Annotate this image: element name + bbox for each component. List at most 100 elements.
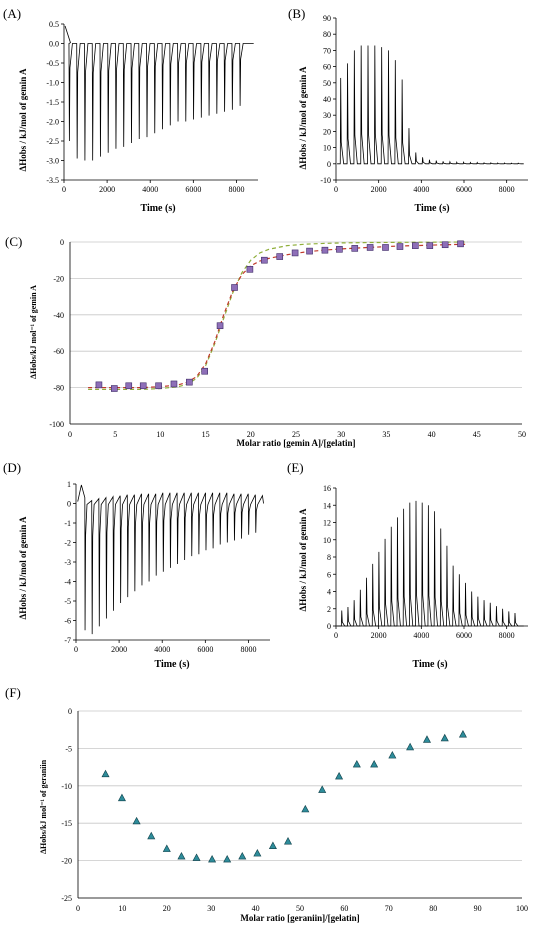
data-point — [321, 246, 329, 254]
panel-f-xlabel: Molar ratio [geraniin]/[gelatin] — [240, 913, 359, 923]
data-point — [306, 247, 313, 255]
data-point — [101, 769, 110, 778]
y-tick-label: -15 — [61, 819, 72, 828]
panel-d-plot: 0 2000 4000 6000 8000 1 0 -1 -2 -3 -4 -5 -6 -7 — [64, 480, 270, 654]
y-tick-label: -7 — [64, 636, 71, 645]
x-tick-label: 0 — [334, 631, 338, 640]
data-point — [366, 244, 374, 251]
data-point — [216, 322, 224, 330]
panel-a-label: (A) — [3, 6, 21, 21]
y-tick-label: 0 — [67, 500, 71, 509]
x-tick-label: 70 — [385, 904, 393, 913]
x-tick-label: 0 — [76, 904, 80, 913]
x-tick-label: 2000 — [371, 185, 387, 194]
y-tick-label: 16 — [323, 484, 331, 493]
y-tick-label: 10 — [323, 144, 331, 153]
x-tick-label: 10 — [118, 904, 126, 913]
y-tick-label: -2.0 — [46, 118, 59, 127]
data-point — [231, 284, 238, 291]
data-point — [253, 848, 262, 857]
y-tick-label: -2 — [64, 539, 71, 548]
panel-d-ylabel: ΔHobs / kJ/mol of gemin A — [18, 516, 28, 619]
x-tick-label: 4000 — [142, 185, 158, 194]
data-point — [370, 759, 379, 768]
fit-curve — [88, 241, 468, 391]
panel-e: (E) ΔHobs / kJ/mol of gemin A Time (s) 0… — [287, 460, 528, 670]
x-tick-label: 2000 — [99, 185, 115, 194]
y-tick-label: 80 — [323, 30, 331, 39]
data-point — [110, 385, 118, 392]
y-tick-label: 90 — [323, 14, 331, 23]
x-tick-label: 80 — [429, 904, 437, 913]
x-tick-label: 6000 — [456, 631, 472, 640]
x-tick-label: 20 — [247, 430, 255, 439]
y-tick-label: 10 — [323, 536, 331, 545]
y-tick-label: -20 — [61, 857, 72, 866]
panel-f-plot: 0 10 20 30 40 50 60 70 80 90 100 0 -5 -10 -15 -20 -25 — [61, 707, 528, 913]
x-tick-label: 40 — [252, 904, 260, 913]
data-point — [95, 381, 103, 389]
x-tick-label: 90 — [474, 904, 482, 913]
panel-f-ylabel: ΔHobs/kJ mol⁻¹ of geraniin — [39, 759, 48, 854]
y-tick-label: -10 — [61, 782, 72, 791]
data-point — [177, 851, 186, 860]
panel-e-ylabel: ΔHobs / kJ/mol of gemin A — [298, 508, 308, 611]
data-point — [117, 793, 126, 802]
y-tick-label: -1 — [64, 519, 71, 528]
y-tick-label: 4 — [327, 588, 331, 597]
x-tick-label: 6000 — [185, 185, 201, 194]
x-tick-label: 10 — [156, 430, 164, 439]
y-tick-label: -2.5 — [46, 137, 59, 146]
x-tick-label: 15 — [202, 430, 210, 439]
data-point — [406, 742, 415, 751]
x-tick-label: 40 — [428, 430, 436, 439]
y-tick-label: 0 — [327, 160, 331, 169]
panel-f: (F) ΔHobs/kJ mol⁻¹ of geraniin Molar rat… — [5, 685, 528, 923]
x-tick-label: 6000 — [197, 645, 213, 654]
panel-c-plot: 0 5 10 15 20 25 30 35 40 45 50 0 -20 -40 -60 -80 -100 — [49, 238, 526, 439]
y-tick-label: -10 — [320, 176, 331, 185]
x-tick-label: 4000 — [413, 185, 429, 194]
data-point — [388, 750, 397, 759]
data-point — [352, 759, 361, 768]
x-tick-label: 8000 — [240, 645, 256, 654]
y-tick-label: -5 — [65, 744, 72, 753]
x-tick-label: 2000 — [371, 631, 387, 640]
panel-c-label: (C) — [5, 234, 22, 249]
data-point — [276, 253, 284, 260]
x-tick-label: 6000 — [456, 185, 472, 194]
x-tick-label: 30 — [207, 904, 215, 913]
data-point — [223, 854, 232, 863]
y-tick-label: -25 — [61, 894, 72, 903]
data-point — [301, 804, 310, 813]
data-point — [284, 837, 293, 845]
data-point — [458, 730, 467, 738]
y-tick-label: -20 — [53, 274, 64, 283]
x-tick-label: 50 — [296, 904, 304, 913]
thermogram-trace — [64, 25, 254, 161]
data-point — [318, 785, 327, 793]
y-tick-label: 0 — [327, 622, 331, 631]
panel-f-label: (F) — [5, 685, 21, 700]
x-tick-label: 0 — [68, 430, 72, 439]
data-point — [201, 367, 208, 375]
panel-a-xlabel: Time (s) — [140, 203, 175, 214]
data-point — [139, 382, 147, 390]
data-point — [125, 382, 133, 390]
y-tick-label: -5 — [64, 597, 71, 606]
data-point — [291, 249, 299, 257]
x-tick-label: 2000 — [111, 645, 127, 654]
y-tick-label: 0.0 — [49, 40, 59, 49]
x-tick-label: 100 — [516, 904, 528, 913]
x-tick-label: 4000 — [154, 645, 170, 654]
y-tick-label: 50 — [323, 79, 331, 88]
panel-a-plot: 0 2000 4000 6000 8000 0.5 0.0 -0.5 -1.0 -1.5 -2.0 -… — [46, 20, 258, 194]
data-point — [162, 844, 171, 852]
panel-a: (A) ΔHobs / kJ/mol of gemin A Time (s) 0… — [3, 6, 258, 214]
data-point — [155, 382, 162, 390]
data-point — [336, 245, 343, 253]
data-point — [170, 380, 178, 388]
x-tick-label: 20 — [163, 904, 171, 913]
panel-d-xlabel: Time (s) — [154, 659, 189, 670]
